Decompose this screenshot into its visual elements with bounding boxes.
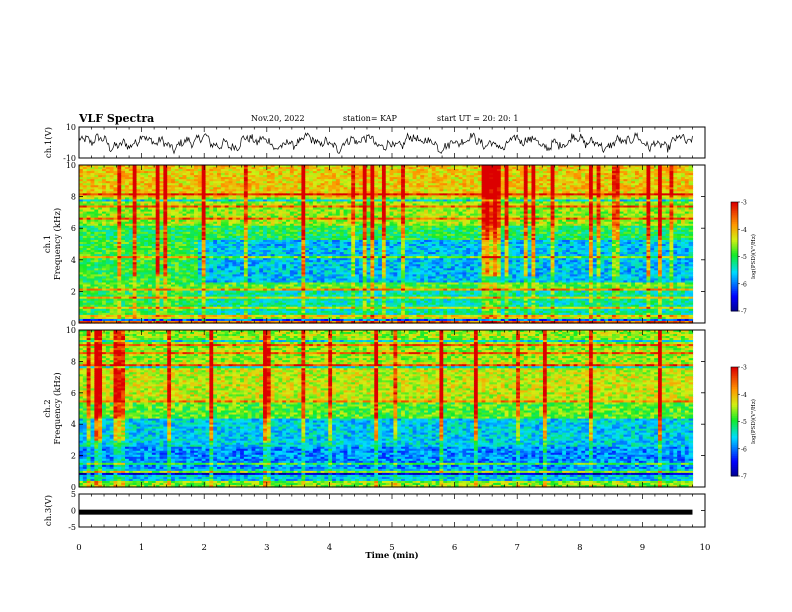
colorbar-tick-label: -6: [741, 446, 747, 453]
date-label: Nov.20, 2022: [251, 114, 305, 123]
y-tick-label: 10: [66, 326, 76, 335]
y-tick-label: 6: [71, 224, 76, 233]
y-axis-label: ch.1: [43, 235, 53, 253]
station-label: station= KAP: [343, 114, 397, 123]
y-axis-label: ch.3(V): [43, 495, 54, 526]
x-tick-label: 9: [640, 543, 645, 553]
x-tick-label: 8: [577, 543, 582, 553]
y-tick-label: 8: [71, 193, 76, 202]
colorbar-label: log(PSD)(V²/Hz): [750, 234, 757, 279]
y-tick-label: 8: [71, 357, 76, 366]
spectrogram-cells-1: [79, 165, 694, 324]
y-tick-label: -10: [63, 154, 76, 163]
x-tick-label: 1: [139, 543, 144, 553]
y-tick-label: 5: [71, 490, 76, 499]
y-tick-label: 2: [71, 452, 76, 461]
y-axis-label: Frequency (kHz): [52, 372, 63, 444]
figure-title: VLF Spectra: [79, 112, 154, 125]
y-axis-label: ch.1(V): [43, 127, 54, 158]
y-tick-label: -5: [68, 523, 76, 532]
x-tick-label: 4: [327, 543, 332, 553]
x-tick-label: 0: [76, 543, 81, 553]
y-tick-label: 0: [71, 507, 76, 516]
x-tick-label: 5: [389, 543, 394, 553]
colorbar-tick-label: -7: [741, 474, 747, 481]
y-tick-label: 0: [71, 483, 76, 492]
x-tick-label: 7: [514, 543, 519, 553]
y-tick-label: 10: [66, 123, 76, 132]
x-tick-label: 2: [201, 543, 206, 553]
y-tick-label: 4: [71, 256, 76, 265]
colorbar-label: log(PSD)(V²/Hz): [750, 399, 757, 444]
x-axis-label: Time (min): [365, 550, 418, 561]
colorbar-tick-label: -4: [741, 227, 747, 234]
colorbar-tick-label: -3: [741, 365, 747, 372]
y-axis-label: Frequency (kHz): [52, 208, 63, 280]
y-axis-label: ch.2: [43, 399, 53, 417]
colorbar-tick-label: -3: [741, 200, 747, 207]
colorbar-tick-label: -7: [741, 309, 747, 316]
colorbar-tick-label: -4: [741, 392, 747, 399]
start-time-label: start UT = 20: 20: 1: [437, 114, 518, 123]
y-tick-label: 2: [71, 287, 76, 296]
colorbar-1: [731, 202, 738, 312]
colorbar-tick-label: -5: [741, 419, 747, 426]
x-tick-label: 3: [264, 543, 269, 553]
ch3-waveform-band: [79, 509, 693, 515]
y-tick-label: 0: [71, 319, 76, 328]
y-tick-label: 10: [66, 161, 76, 170]
colorbar-tick-label: -6: [741, 281, 747, 288]
y-tick-label: 6: [71, 389, 76, 398]
colorbar-tick-label: -5: [741, 254, 747, 261]
x-tick-label: 10: [700, 543, 711, 553]
ch1-waveform-line: [78, 131, 693, 155]
y-tick-label: 4: [71, 420, 76, 429]
x-tick-label: 6: [452, 543, 457, 553]
colorbar-2: [731, 367, 738, 477]
spectrogram-cells-2: [79, 330, 694, 488]
